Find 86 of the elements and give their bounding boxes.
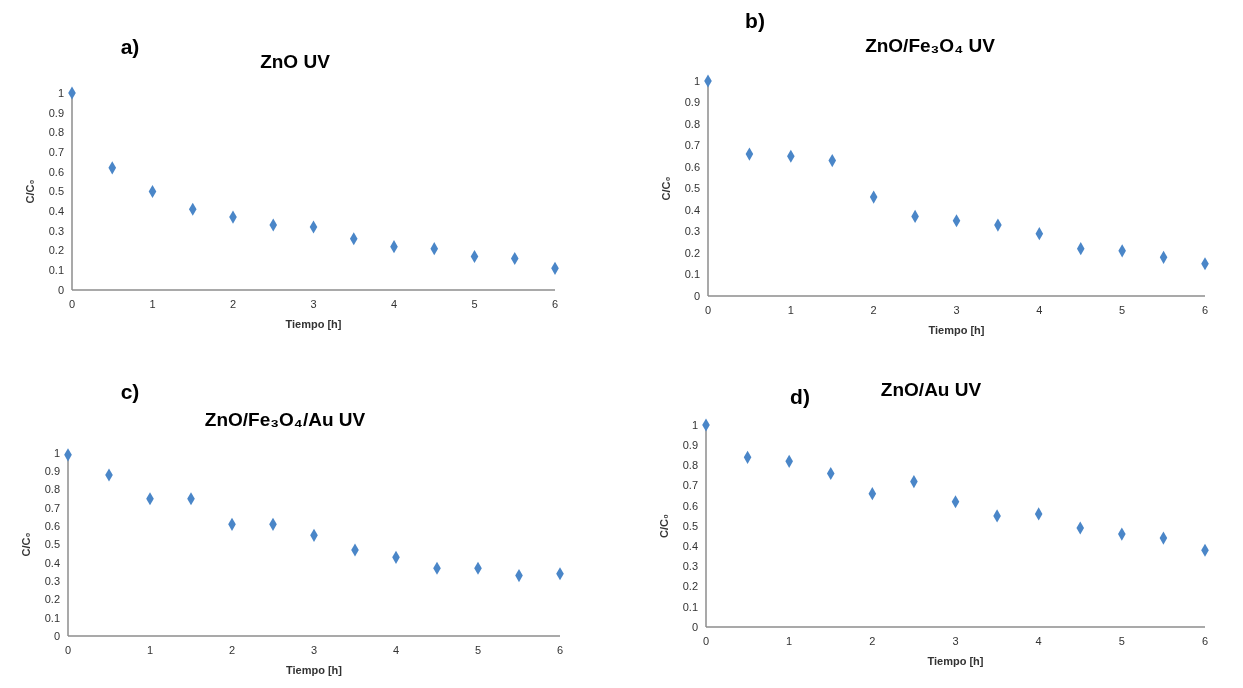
y-tick-label: 0.2 (684, 246, 700, 259)
y-tick-label: 0.7 (48, 145, 64, 158)
text: c) (120, 380, 140, 403)
text: b) (745, 9, 765, 32)
x-tick-label: 2 (870, 304, 877, 316)
y-tick-label: 0.5 (682, 519, 698, 532)
x-tick-label: 2 (228, 644, 236, 656)
y-tick-label: 0.9 (48, 106, 64, 119)
x-tick-label: 5 (1118, 635, 1125, 647)
x-tick-label: 3 (310, 644, 318, 656)
x-tick-label: 4 (392, 644, 400, 656)
y-tick-label: 0.9 (44, 465, 60, 478)
y-tick-label: 1 (53, 446, 60, 459)
x-tick-label: 5 (1119, 304, 1126, 316)
y-tick-label: 1 (57, 86, 64, 99)
x-tick-label: 5 (474, 644, 482, 656)
y-tick-label: 0.8 (684, 117, 700, 130)
x-axis-title: Tiempo [h] (285, 664, 343, 676)
y-tick-label: 0 (693, 289, 700, 302)
x-tick-label: 2 (229, 298, 237, 310)
chart-title: ZnO/Au UV (880, 379, 982, 400)
x-tick-label: 6 (1201, 635, 1209, 647)
x-tick-label: 4 (390, 298, 398, 310)
y-tick-label: 0.8 (44, 483, 60, 496)
y-tick-label: 0.1 (682, 600, 698, 613)
y-tick-label: 0.3 (48, 224, 64, 237)
y-tick-label: 0.1 (684, 268, 700, 281)
x-tick-label: 1 (146, 644, 154, 656)
y-tick-label: 0.4 (684, 203, 700, 216)
x-tick-label: 2 (869, 635, 876, 647)
y-tick-label: 0.6 (682, 499, 698, 512)
x-tick-label: 0 (704, 304, 712, 316)
y-tick-label: 0.1 (44, 611, 60, 624)
x-tick-label: 0 (702, 635, 710, 647)
y-tick-label: 0.7 (682, 479, 698, 492)
y-tick-label: 0.2 (44, 593, 60, 606)
y-axis-title: C/C₀ (24, 179, 36, 204)
y-tick-label: 0.5 (44, 538, 60, 551)
x-tick-label: 6 (551, 298, 559, 310)
x-tick-label: 3 (310, 298, 317, 310)
x-tick-label: 4 (1036, 304, 1043, 316)
y-tick-label: 0.2 (48, 244, 64, 257)
x-tick-label: 3 (953, 304, 960, 316)
y-tick-label: 0.8 (48, 126, 64, 139)
y-tick-label: 1 (691, 418, 698, 431)
y-tick-label: 0.1 (48, 264, 64, 277)
y-tick-label: 1 (693, 74, 700, 87)
x-tick-label: 0 (68, 298, 76, 310)
y-tick-label: 0.6 (684, 160, 700, 173)
x-axis-title: Tiempo [h] (927, 655, 984, 667)
text: d) (790, 385, 810, 408)
y-tick-label: 0.4 (48, 205, 64, 218)
y-tick-label: 0.3 (682, 560, 698, 573)
y-tick-label: 0.4 (682, 540, 698, 553)
y-tick-label: 0.5 (48, 185, 64, 198)
y-tick-label: 0.7 (44, 501, 60, 514)
chart-title: ZnO UV (260, 51, 331, 72)
y-tick-label: 0 (57, 283, 64, 296)
y-axis-title: C/C₀ (20, 532, 32, 557)
y-tick-label: 0.9 (684, 96, 700, 109)
y-tick-label: 0.3 (684, 225, 700, 238)
y-tick-label: 0.4 (44, 556, 60, 569)
y-tick-label: 0 (691, 620, 698, 633)
y-axis-title: C/C₀ (660, 176, 672, 201)
text: a) (120, 35, 140, 58)
y-tick-label: 0.6 (48, 165, 64, 178)
y-tick-label: 0.6 (44, 520, 60, 533)
x-tick-label: 6 (1201, 304, 1209, 316)
x-axis-title: Tiempo [h] (928, 324, 985, 336)
x-tick-label: 6 (556, 644, 564, 656)
x-tick-label: 1 (149, 298, 156, 310)
chart-title: ZnO/Fe₃O₄/Au UV (204, 409, 366, 430)
x-tick-label: 1 (786, 635, 793, 647)
y-tick-label: 0.3 (44, 574, 60, 587)
y-tick-label: 0.7 (684, 139, 700, 152)
x-axis-title: Tiempo [h] (285, 318, 342, 330)
x-tick-label: 1 (787, 304, 794, 316)
y-tick-label: 0.9 (682, 439, 698, 452)
x-tick-label: 5 (471, 298, 478, 310)
x-tick-label: 3 (952, 635, 959, 647)
y-tick-label: 0.8 (682, 459, 698, 472)
y-tick-label: 0.2 (682, 580, 698, 593)
x-tick-label: 4 (1035, 635, 1042, 647)
chart-title: ZnO/Fe₃O₄ UV (865, 35, 996, 56)
y-tick-label: 0.5 (684, 182, 700, 195)
y-axis-title: C/C₀ (658, 514, 670, 538)
